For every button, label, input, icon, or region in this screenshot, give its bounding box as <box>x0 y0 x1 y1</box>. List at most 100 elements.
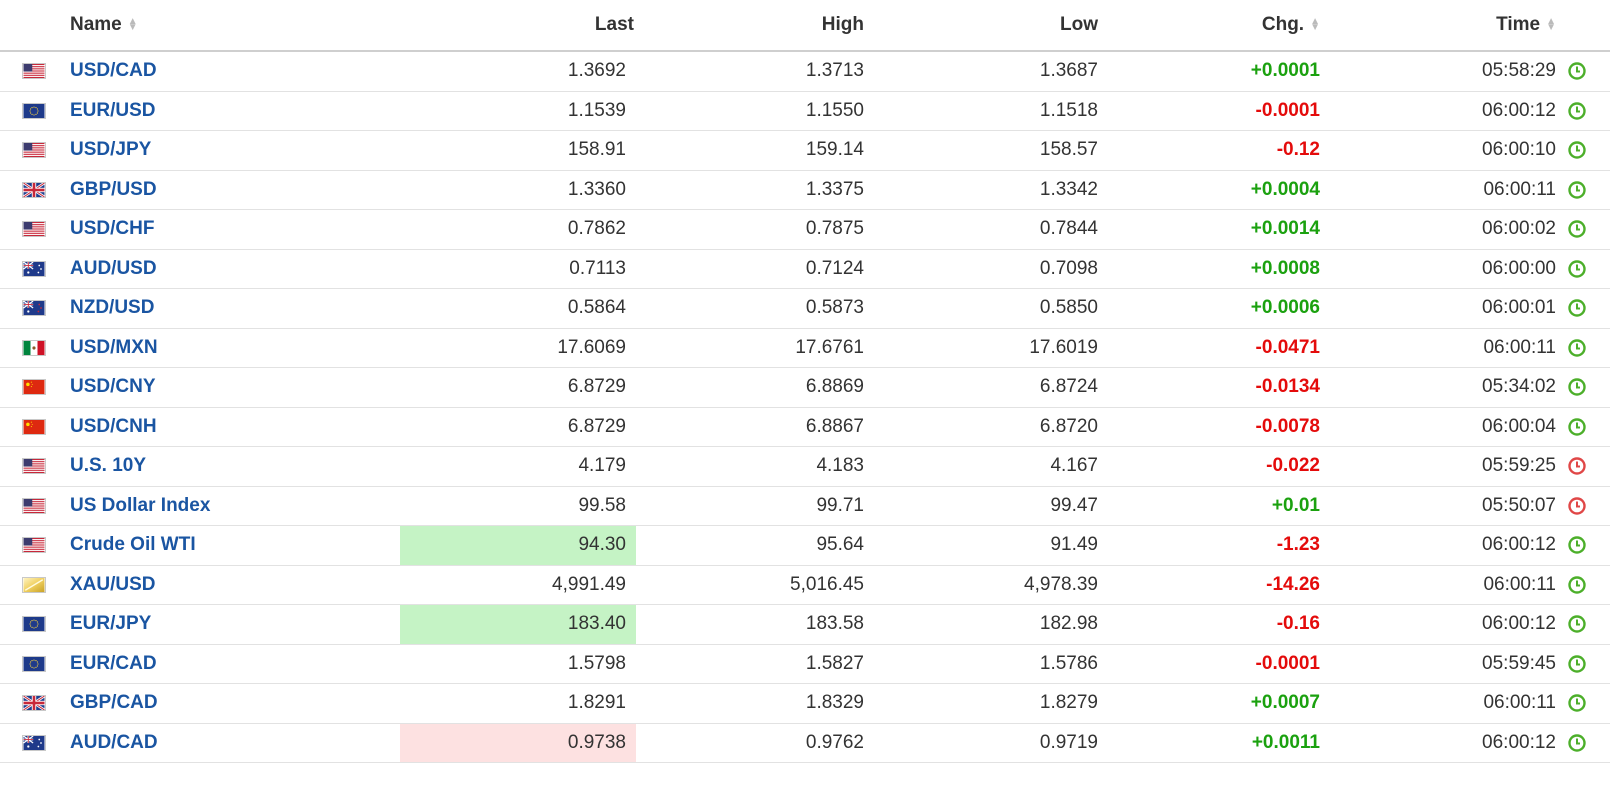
change-value: +0.01 <box>1271 494 1320 516</box>
instrument-link[interactable]: Crude Oil WTI <box>70 534 196 556</box>
instrument-link[interactable]: US Dollar Index <box>70 494 211 516</box>
low-price-cell: 182.98 <box>870 605 1098 644</box>
eu-flag-icon <box>22 655 46 672</box>
high-price-cell: 1.3713 <box>636 52 864 91</box>
sort-icon[interactable]: ▲ ▼ <box>127 16 138 33</box>
low-price-cell: 17.6019 <box>870 329 1098 368</box>
high-price-cell: 6.8869 <box>636 368 864 407</box>
change-cell: -0.12 <box>1110 131 1320 170</box>
time-cell: 06:00:10 <box>1330 131 1556 170</box>
change-value: +0.0004 <box>1250 178 1320 200</box>
table-row: EUR/USD 1.1539 1.1550 1.1518 -0.0001 06:… <box>0 92 1610 131</box>
high-value: 95.64 <box>816 534 864 556</box>
time-cell: 06:00:12 <box>1330 526 1556 565</box>
name-column-header[interactable]: Name ▲ ▼ <box>70 0 400 50</box>
instrument-link[interactable]: EUR/CAD <box>70 652 157 674</box>
last-value: 6.8729 <box>567 376 626 398</box>
market-status-cell <box>1565 52 1589 91</box>
low-column-header: Low <box>870 0 1098 50</box>
high-value: 0.9762 <box>805 731 864 753</box>
change-value: +0.0011 <box>1251 731 1320 753</box>
high-value: 5,016.45 <box>790 573 864 595</box>
flag-cell <box>22 368 48 407</box>
time-column-header[interactable]: Time ▲ ▼ <box>1330 0 1556 50</box>
high-value: 1.5827 <box>805 652 864 674</box>
instrument-link[interactable]: USD/CAD <box>70 60 157 82</box>
time-cell: 05:59:25 <box>1330 447 1556 486</box>
chg-column-label: Chg. <box>1261 14 1305 35</box>
instrument-link[interactable]: EUR/USD <box>70 99 156 121</box>
last-price-cell: 4,991.49 <box>400 566 636 605</box>
flag-cell <box>22 131 48 170</box>
sort-icon[interactable]: ▲ ▼ <box>1310 16 1320 33</box>
instrument-link[interactable]: NZD/USD <box>70 297 155 319</box>
high-value: 0.7124 <box>805 257 864 279</box>
last-price-cell: 0.7113 <box>400 250 636 289</box>
us-flag-icon <box>22 63 46 80</box>
instrument-link[interactable]: U.S. 10Y <box>70 455 147 477</box>
instrument-link[interactable]: GBP/USD <box>70 178 157 200</box>
market-status-cell <box>1565 645 1589 684</box>
instrument-link[interactable]: USD/CNY <box>70 376 156 398</box>
instrument-link[interactable]: AUD/USD <box>70 257 157 279</box>
time-cell: 06:00:00 <box>1330 250 1556 289</box>
instrument-link[interactable]: XAU/USD <box>70 573 156 595</box>
table-row: AUD/CAD 0.9738 0.9762 0.9719 +0.0011 06:… <box>0 723 1610 763</box>
sort-icon[interactable]: ▲ ▼ <box>1546 16 1556 33</box>
instrument-link[interactable]: USD/CNH <box>70 415 157 437</box>
last-price-cell: 1.3692 <box>400 52 636 91</box>
instrument-link[interactable]: AUD/CAD <box>70 731 158 753</box>
instrument-link[interactable]: USD/JPY <box>70 139 152 161</box>
last-price-cell: 1.1539 <box>400 92 636 131</box>
change-cell: -0.0134 <box>1110 368 1320 407</box>
low-price-cell: 0.7098 <box>870 250 1098 289</box>
change-value: -0.0471 <box>1255 336 1320 358</box>
table-row: USD/CHF 0.7862 0.7875 0.7844 +0.0014 06:… <box>0 210 1610 250</box>
time-value: 06:00:12 <box>1482 99 1556 121</box>
instrument-link[interactable]: USD/CHF <box>70 218 155 240</box>
last-price-cell: 6.8729 <box>400 408 636 447</box>
market-status-cell <box>1565 131 1589 170</box>
low-value: 1.3342 <box>1039 178 1098 200</box>
market-status-cell <box>1565 724 1589 763</box>
market-open-clock-icon <box>1568 181 1586 199</box>
last-value: 99.58 <box>578 494 626 516</box>
high-value: 183.58 <box>805 613 864 635</box>
low-price-cell: 6.8724 <box>870 368 1098 407</box>
time-value: 06:00:11 <box>1483 336 1556 358</box>
last-price-cell: 183.40 <box>400 605 636 644</box>
table-body: USD/CAD 1.3692 1.3713 1.3687 +0.0001 05:… <box>0 52 1610 763</box>
time-value: 05:50:07 <box>1482 494 1556 516</box>
table-row: GBP/CAD 1.8291 1.8329 1.8279 +0.0007 06:… <box>0 684 1610 724</box>
instrument-link[interactable]: EUR/JPY <box>70 613 152 635</box>
last-value: 4.179 <box>578 455 626 477</box>
flag-cell <box>22 566 48 605</box>
table-row: AUD/USD 0.7113 0.7124 0.7098 +0.0008 06:… <box>0 250 1610 289</box>
table-row: U.S. 10Y 4.179 4.183 4.167 -0.022 05:59:… <box>0 447 1610 487</box>
high-price-cell: 1.8329 <box>636 684 864 723</box>
last-value: 183.40 <box>567 613 626 635</box>
instrument-name-cell: EUR/USD <box>70 92 400 131</box>
high-value: 99.71 <box>816 494 864 516</box>
instrument-link[interactable]: USD/MXN <box>70 336 158 358</box>
chg-column-header[interactable]: Chg. ▲ ▼ <box>1110 0 1320 50</box>
instrument-link[interactable]: GBP/CAD <box>70 692 158 714</box>
high-price-cell: 95.64 <box>636 526 864 565</box>
uk-flag-icon <box>22 695 46 712</box>
market-status-cell <box>1565 684 1589 723</box>
market-open-clock-icon <box>1568 615 1586 633</box>
market-open-clock-icon <box>1568 141 1586 159</box>
low-value: 6.8724 <box>1039 376 1098 398</box>
last-value: 0.5864 <box>567 297 626 319</box>
last-price-cell: 0.9738 <box>400 723 636 762</box>
low-price-cell: 158.57 <box>870 131 1098 170</box>
last-value: 1.8291 <box>567 692 626 714</box>
flag-cell <box>22 447 48 486</box>
au-flag-icon <box>22 734 46 751</box>
last-price-cell: 1.5798 <box>400 645 636 684</box>
low-value: 6.8720 <box>1039 415 1098 437</box>
last-value: 1.3360 <box>567 178 626 200</box>
flag-cell <box>22 329 48 368</box>
last-value: 1.3692 <box>567 60 626 82</box>
last-value: 0.7113 <box>569 257 626 279</box>
